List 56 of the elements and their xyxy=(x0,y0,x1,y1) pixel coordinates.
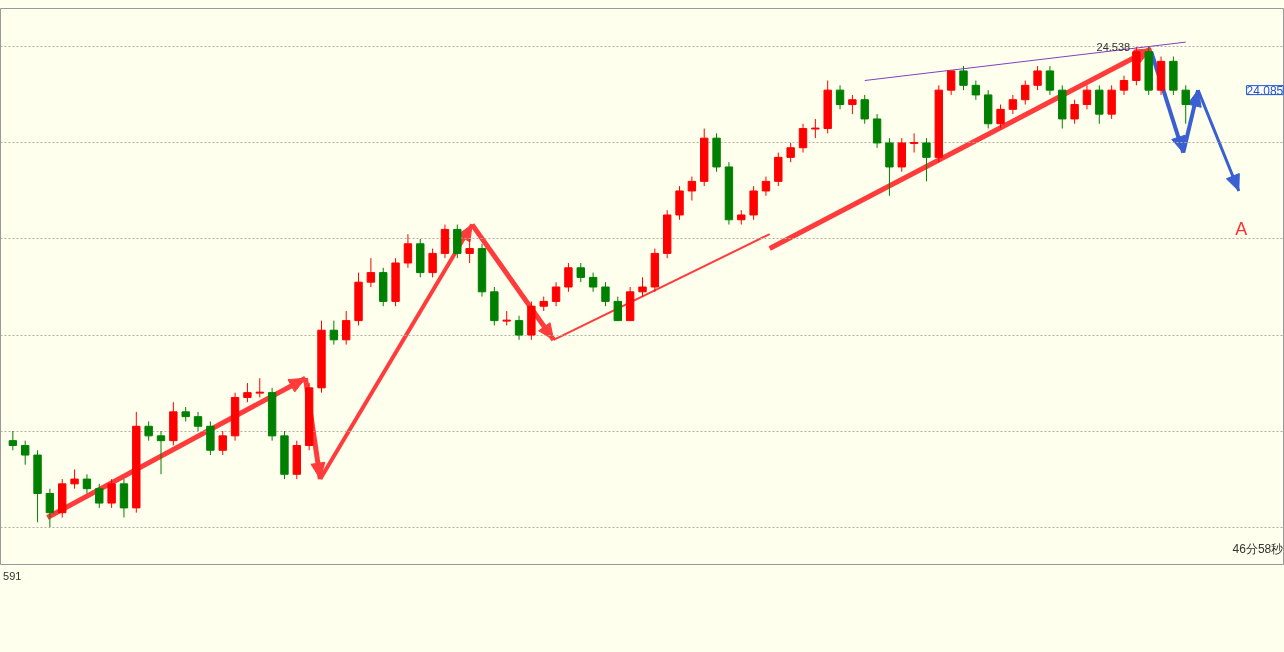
candlestick xyxy=(366,257,376,288)
candlestick xyxy=(588,272,598,293)
candlestick xyxy=(576,262,585,283)
candlestick xyxy=(1070,99,1079,125)
candlestick xyxy=(70,468,79,490)
candlestick xyxy=(860,94,869,125)
candlestick xyxy=(909,132,919,154)
candlestick xyxy=(835,84,845,110)
candlestick xyxy=(514,315,524,341)
candlestick xyxy=(564,262,573,293)
candlestick xyxy=(144,420,153,442)
candlestick xyxy=(1033,65,1042,91)
candlestick xyxy=(403,233,413,269)
candlestick xyxy=(329,320,339,346)
candlestick xyxy=(95,483,104,509)
candlestick xyxy=(749,185,758,221)
candlestick xyxy=(959,65,968,91)
candlestick xyxy=(1045,65,1055,96)
text: 591 xyxy=(3,569,22,582)
candlestick xyxy=(45,488,55,528)
candlestick xyxy=(255,377,264,398)
candlestick xyxy=(638,276,647,298)
candlestick xyxy=(218,430,227,456)
candlestick xyxy=(922,137,931,182)
candlestick xyxy=(786,142,795,163)
candlestick xyxy=(156,430,166,475)
annotation: 24.538 xyxy=(1096,40,1131,53)
candlestick xyxy=(1008,94,1018,115)
candlestick xyxy=(675,185,684,221)
candlestick xyxy=(341,310,351,346)
candlestick xyxy=(428,248,437,278)
candlestick xyxy=(613,296,623,322)
text: 24.085 xyxy=(1246,83,1284,98)
candlestick xyxy=(996,104,1005,130)
candlestick xyxy=(82,473,92,494)
candlestick xyxy=(798,123,808,154)
candlestick xyxy=(848,94,857,115)
candlestick xyxy=(1181,84,1190,125)
candlestick xyxy=(687,176,697,202)
candlestick xyxy=(1119,75,1129,96)
candlestick xyxy=(1082,84,1092,110)
candlestick xyxy=(1021,80,1030,106)
candlestick xyxy=(193,411,203,432)
text: A xyxy=(1235,219,1248,240)
candlestick xyxy=(811,118,820,139)
candlestick xyxy=(601,281,610,307)
candlestick xyxy=(946,70,956,96)
candlestick xyxy=(8,430,18,451)
candlestick xyxy=(761,176,771,197)
candlestick xyxy=(107,478,116,509)
candlestick xyxy=(243,382,252,403)
candlestick xyxy=(551,281,561,307)
text: 46分58秒 xyxy=(1232,541,1284,556)
candlestick xyxy=(465,238,474,264)
candlestick xyxy=(20,440,30,466)
candlestick xyxy=(971,80,981,101)
